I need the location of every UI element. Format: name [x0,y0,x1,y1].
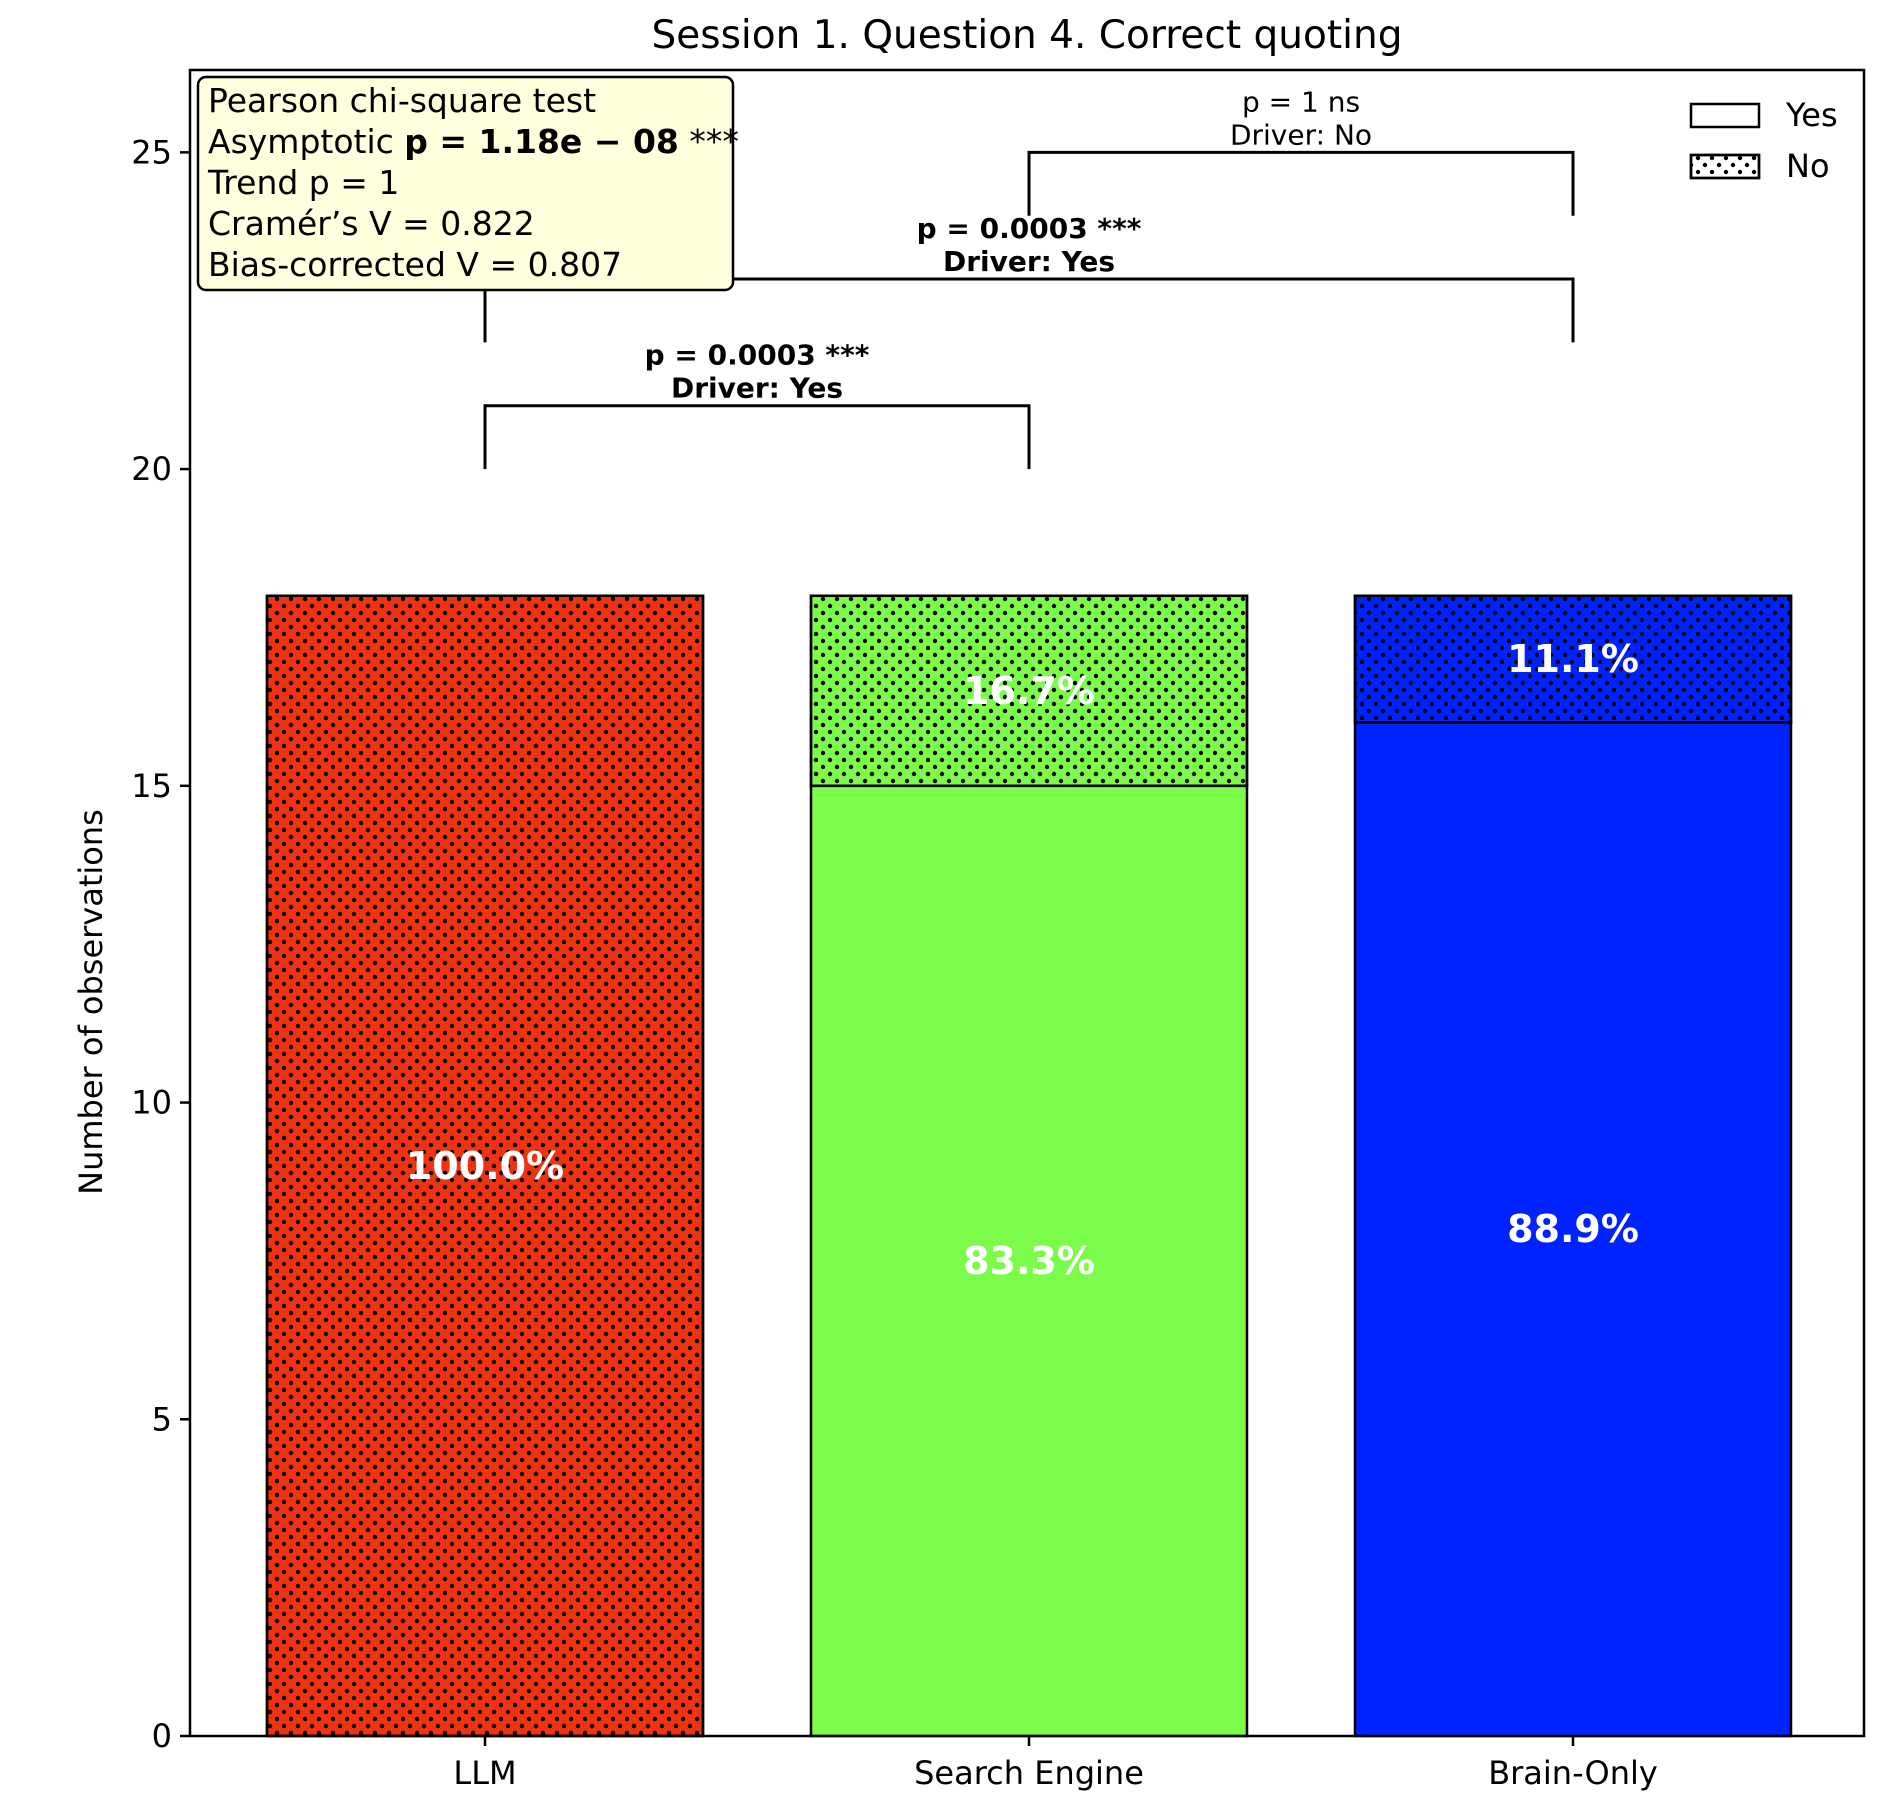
stats-line-1: Pearson chi-square test [208,81,596,120]
legend-label-yes: Yes [1785,96,1838,134]
comparison-bracket-3 [1027,150,1575,216]
x-tick-label-search-engine: Search Engine [914,1754,1144,1792]
comparison-bracket-2 [483,277,1575,343]
stats-box-background [196,75,735,292]
bar-brain-only-yes [1353,721,1793,1738]
legend-swatch-yes [1689,102,1761,129]
bars-layer [265,594,1793,1738]
stats-line-2: Asymptotic p = 1.18e − 08 *** [208,122,739,161]
percent-labels-layer: 100.0% 83.3% 16.7% 88.9% 11.1% [406,637,1639,1283]
y-tick-label-25: 25 [131,133,172,171]
comparison-driver-label-3: Driver: No [1230,118,1372,151]
comparison-p-label-3: p = 1 ns [1242,85,1360,118]
bar-hatch-llm-no [265,594,705,1738]
comparison-driver-label-2: Driver: Yes [943,245,1115,278]
stats-line-5: Bias-corrected V = 0.807 [208,245,622,284]
chart-title: Session 1. Question 4. Correct quoting [652,13,1403,58]
plot-frame [188,68,1866,1738]
stats-line-4: Cramér’s V = 0.822 [208,204,535,243]
percent-label-search-engine-no: 16.7% [963,669,1095,713]
x-tick-label-llm: LLM [453,1754,516,1792]
comparison-p-label-2: p = 0.0003 *** [917,212,1142,245]
percent-label-search-engine-yes: 83.3% [963,1239,1095,1283]
y-axis: 0 5 10 15 20 25 [131,133,190,1755]
y-tick-label-15: 15 [131,767,172,805]
comparison-p-label-1: p = 0.0003 *** [645,339,870,372]
legend: Yes No [1689,96,1838,185]
y-axis-label: Number of observations [72,809,110,1195]
comparison-bracket-1 [483,404,1031,470]
y-tick-label-5: 5 [152,1400,172,1438]
y-tick-label-10: 10 [131,1084,172,1122]
y-tick-label-20: 20 [131,450,172,488]
legend-label-no: No [1786,147,1830,185]
comparison-driver-label-1: Driver: Yes [671,372,843,405]
x-tick-label-brain-only: Brain-Only [1488,1754,1658,1792]
bar-hatch-brain-only-no [1353,594,1793,724]
x-axis: LLM Search Engine Brain-Only [453,1736,1658,1792]
stats-line-3: Trend p = 1 [207,163,399,202]
percent-label-brain-only-no: 11.1% [1507,637,1639,681]
bar-hatch-search-engine-no [809,594,1249,788]
legend-swatch-hatch-no [1689,153,1761,180]
y-tick-label-0: 0 [152,1717,172,1755]
percent-label-llm-no: 100.0% [406,1144,564,1188]
percent-label-brain-only-yes: 88.9% [1507,1207,1639,1251]
